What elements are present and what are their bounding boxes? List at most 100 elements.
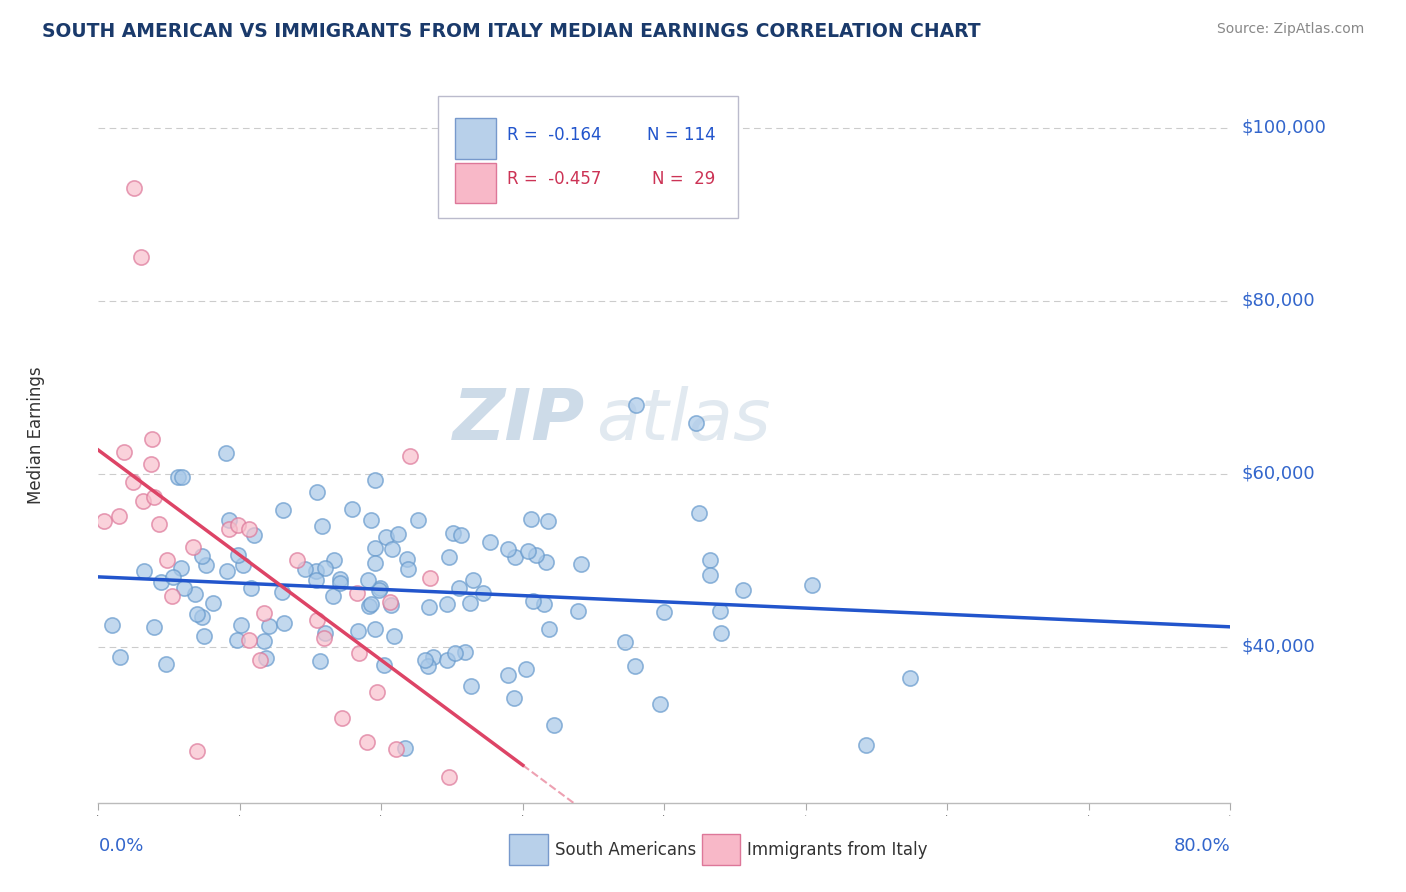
Point [271, 585, 294, 599]
Point [472, 586, 495, 600]
Point [567, 604, 589, 618]
Point [346, 586, 368, 600]
Text: N = 114: N = 114 [647, 127, 716, 145]
Point [396, 562, 419, 576]
Point [650, 697, 672, 711]
Point [374, 531, 396, 545]
Point [382, 629, 405, 643]
Point [569, 557, 592, 571]
Point [218, 522, 240, 536]
Point [709, 604, 731, 618]
Point [181, 540, 204, 554]
Point [363, 473, 385, 487]
Text: ZIP: ZIP [453, 385, 585, 455]
Point [441, 526, 464, 541]
Point [259, 618, 281, 632]
Point [624, 398, 647, 412]
Point [172, 470, 194, 484]
Point [191, 549, 214, 564]
Text: $100,000: $100,000 [1241, 119, 1326, 136]
Point [373, 657, 395, 672]
Point [139, 457, 162, 471]
Point [366, 685, 388, 699]
Point [273, 615, 295, 630]
Point [323, 553, 346, 567]
Point [613, 635, 636, 649]
Point [364, 541, 387, 555]
Point [505, 549, 527, 564]
Point [329, 572, 352, 586]
Text: R =  -0.457: R = -0.457 [508, 170, 602, 188]
Point [108, 650, 131, 665]
Point [699, 553, 721, 567]
Point [380, 598, 402, 612]
Point [155, 657, 177, 672]
Point [502, 691, 524, 706]
Point [398, 450, 420, 464]
Point [285, 553, 308, 567]
Point [385, 741, 408, 756]
Text: Immigrants from Italy: Immigrants from Italy [747, 841, 928, 859]
Point [498, 542, 520, 557]
Point [156, 552, 179, 566]
FancyBboxPatch shape [439, 96, 738, 218]
Point [359, 599, 381, 613]
Point [308, 654, 330, 668]
Point [166, 470, 188, 484]
Point [356, 735, 378, 749]
Point [652, 605, 675, 619]
Point [329, 575, 352, 590]
Point [537, 514, 560, 528]
Point [215, 446, 238, 460]
Point [368, 581, 391, 595]
Point [226, 633, 249, 648]
Point [243, 527, 266, 541]
Point [357, 573, 380, 587]
Point [150, 575, 173, 590]
Point [195, 558, 218, 572]
Point [143, 490, 166, 504]
Point [162, 569, 184, 583]
Point [387, 526, 409, 541]
Point [93, 514, 115, 528]
Point [226, 518, 249, 533]
Point [122, 181, 145, 195]
Point [314, 561, 336, 575]
Point [134, 564, 156, 578]
Point [304, 573, 326, 587]
Point [238, 522, 260, 536]
Point [538, 622, 561, 636]
Point [173, 581, 195, 595]
Point [699, 567, 721, 582]
Point [444, 646, 467, 660]
Point [855, 739, 877, 753]
Point [307, 614, 329, 628]
Point [496, 667, 519, 681]
Point [148, 516, 170, 531]
Text: 0.0%: 0.0% [98, 838, 143, 855]
Point [515, 662, 537, 676]
Point [112, 445, 135, 459]
Point [422, 650, 444, 665]
Point [101, 617, 124, 632]
Point [463, 573, 485, 587]
Point [364, 556, 387, 570]
Point [305, 484, 328, 499]
Point [330, 711, 353, 725]
Point [218, 513, 240, 527]
Point [314, 626, 336, 640]
Point [162, 589, 184, 603]
Point [129, 251, 152, 265]
Point [186, 607, 208, 622]
Point [520, 511, 543, 525]
Text: Median Earnings: Median Earnings [27, 366, 45, 504]
Point [108, 508, 131, 523]
Point [458, 596, 481, 610]
Point [478, 535, 501, 549]
Point [623, 659, 645, 673]
Point [143, 620, 166, 634]
Point [347, 646, 370, 660]
Text: 80.0%: 80.0% [1174, 838, 1230, 855]
Point [437, 770, 460, 784]
Point [685, 416, 707, 430]
